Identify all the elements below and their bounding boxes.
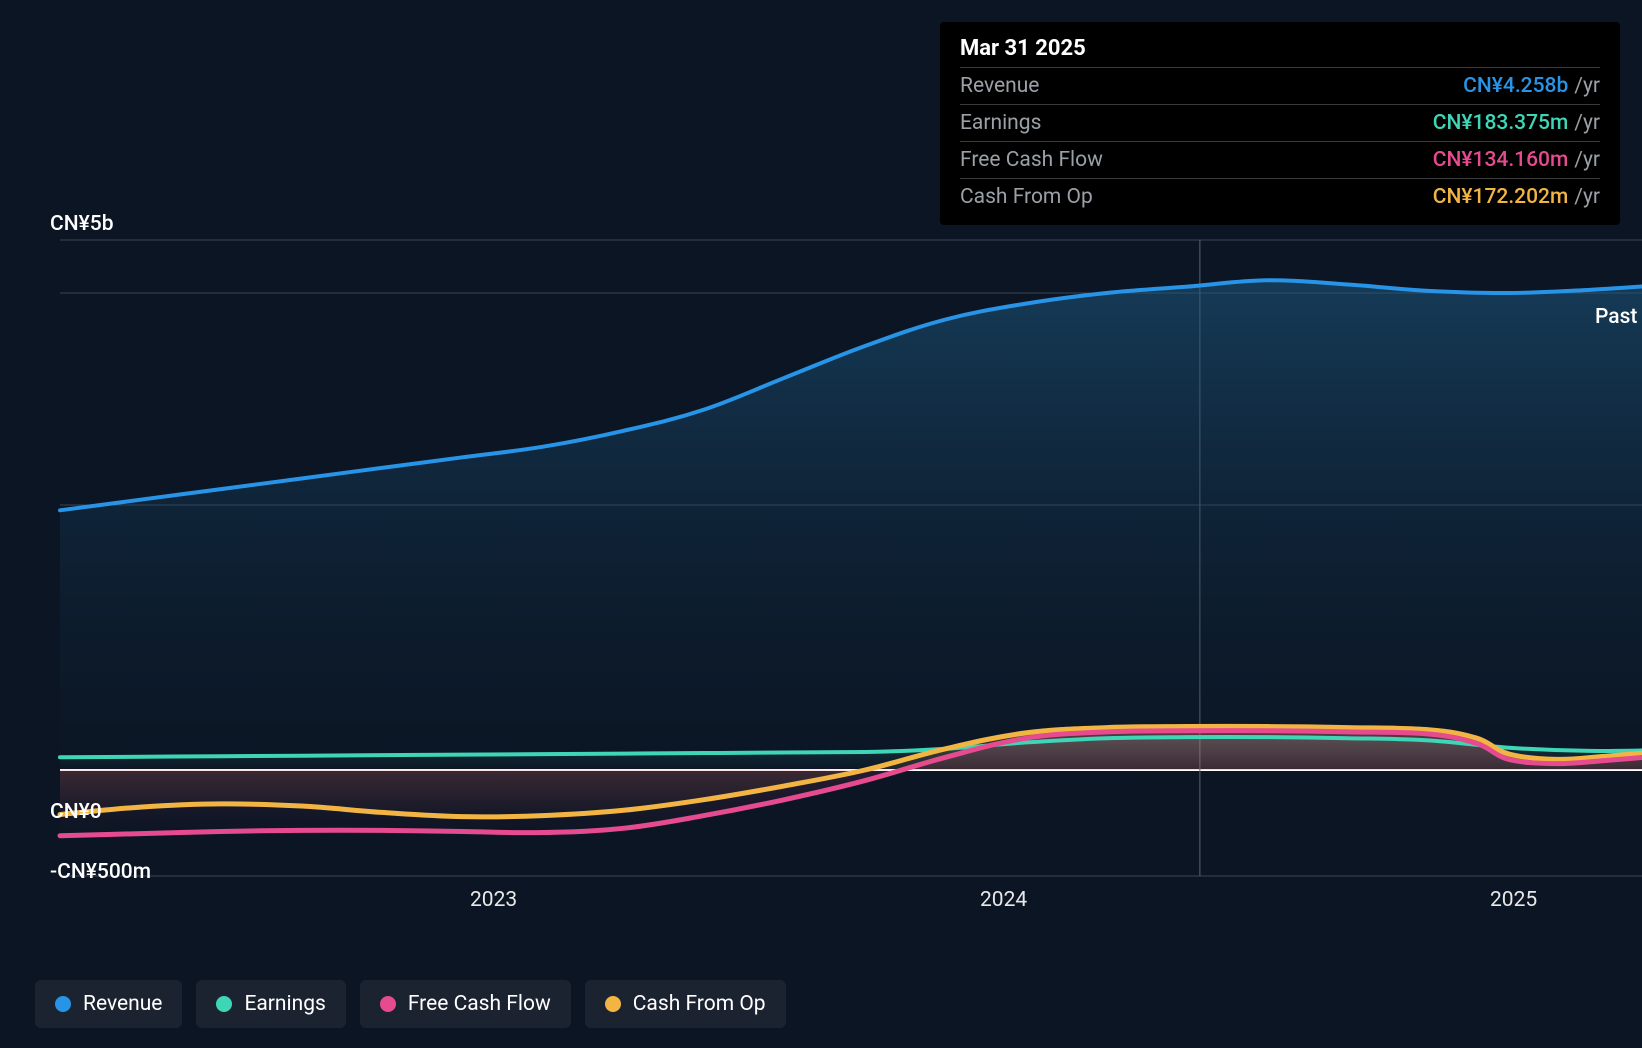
past-label: Past — [1595, 305, 1637, 329]
tooltip-date: Mar 31 2025 — [960, 36, 1600, 67]
legend-item-free_cash_flow[interactable]: Free Cash Flow — [360, 980, 571, 1028]
legend-label: Cash From Op — [633, 992, 766, 1016]
legend-item-revenue[interactable]: Revenue — [35, 980, 182, 1028]
tooltip-row: Cash From Op CN¥172.202m/yr — [960, 178, 1600, 215]
y-axis-label: -CN¥500m — [50, 860, 151, 884]
tooltip-row-label: Cash From Op — [960, 185, 1093, 209]
legend-dot — [216, 996, 232, 1012]
chart-tooltip: Mar 31 2025 Revenue CN¥4.258b/yr Earnings C… — [940, 22, 1620, 225]
y-axis-label: CN¥5b — [50, 212, 114, 236]
x-axis-label: 2024 — [980, 888, 1027, 912]
legend-dot — [380, 996, 396, 1012]
tooltip-row-value: CN¥134.160m — [1433, 148, 1569, 172]
tooltip-row-label: Free Cash Flow — [960, 148, 1103, 172]
legend-item-cash_from_op[interactable]: Cash From Op — [585, 980, 786, 1028]
tooltip-row-value: CN¥183.375m — [1433, 111, 1569, 135]
y-axis-label: CN¥0 — [50, 800, 102, 824]
legend-item-earnings[interactable]: Earnings — [196, 980, 345, 1028]
legend-dot — [55, 996, 71, 1012]
tooltip-row-value: CN¥172.202m — [1433, 185, 1569, 209]
tooltip-row-suffix: /yr — [1574, 111, 1600, 135]
tooltip-row-suffix: /yr — [1574, 148, 1600, 172]
tooltip-row: Earnings CN¥183.375m/yr — [960, 104, 1600, 141]
tooltip-row-value: CN¥4.258b — [1463, 74, 1568, 98]
legend-label: Free Cash Flow — [408, 992, 551, 1016]
tooltip-row-suffix: /yr — [1574, 74, 1600, 98]
tooltip-row: Free Cash Flow CN¥134.160m/yr — [960, 141, 1600, 178]
chart-legend: Revenue Earnings Free Cash Flow Cash From O… — [35, 980, 786, 1028]
tooltip-row-label: Revenue — [960, 74, 1039, 98]
x-axis-label: 2023 — [470, 888, 517, 912]
legend-label: Revenue — [83, 992, 162, 1016]
legend-dot — [605, 996, 621, 1012]
tooltip-row-label: Earnings — [960, 111, 1041, 135]
x-axis-label: 2025 — [1490, 888, 1537, 912]
legend-label: Earnings — [244, 992, 325, 1016]
tooltip-row: Revenue CN¥4.258b/yr — [960, 67, 1600, 104]
tooltip-row-suffix: /yr — [1574, 185, 1600, 209]
